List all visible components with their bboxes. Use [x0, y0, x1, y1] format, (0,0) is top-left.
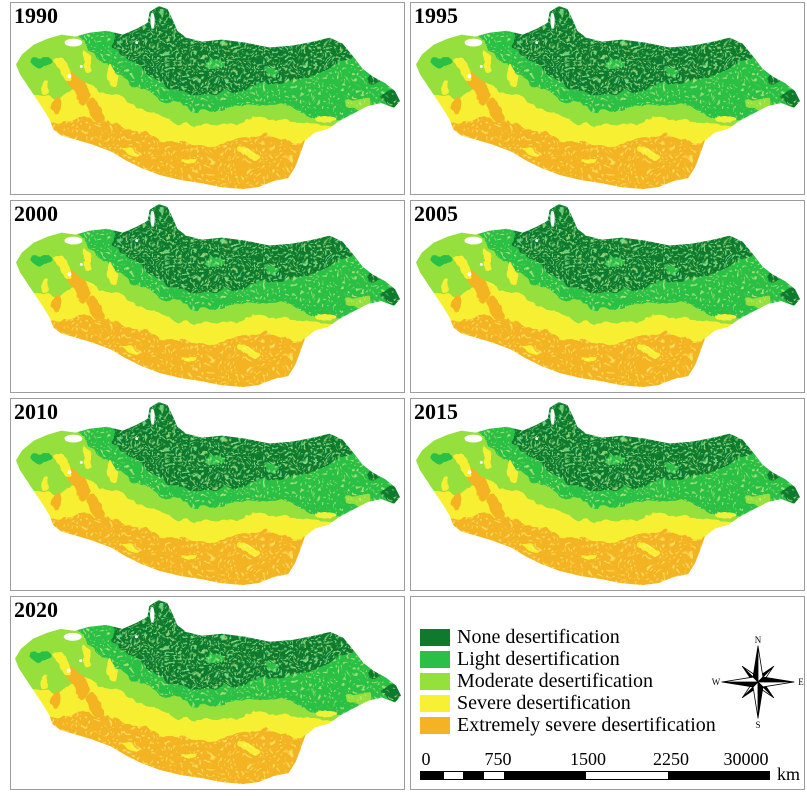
- legend-swatch: [420, 650, 450, 668]
- compass-point: [757, 681, 764, 719]
- scale-unit-label: km: [777, 764, 801, 784]
- compass-west-label: W: [712, 677, 721, 687]
- panel-year-label: 2015: [414, 399, 458, 424]
- scale-tick-label: 0: [421, 749, 431, 769]
- compass-point: [757, 645, 764, 683]
- legend-label: Light desertification: [457, 648, 620, 670]
- map-panel: 2010: [10, 398, 405, 591]
- mongolia-map: [11, 3, 404, 194]
- map-panel: 2015: [410, 398, 805, 591]
- mongolia-map: [11, 399, 404, 590]
- scale-tick-label: 30000: [723, 749, 769, 769]
- legend-label: Severe desertification: [457, 692, 631, 714]
- map-panel: 2020: [10, 596, 405, 790]
- map-panel: 1990: [10, 2, 405, 195]
- scale-tick-label: 2250: [653, 749, 689, 769]
- legend-label: Moderate desertification: [457, 670, 654, 692]
- panel-year-label: 2010: [14, 399, 58, 424]
- compass-north-label: N: [755, 635, 762, 645]
- compass-point: [757, 676, 795, 683]
- legend-item: Extremely severe desertification: [420, 714, 716, 736]
- scale-bar-segment: [421, 772, 444, 779]
- legend: None desertification Light desertificati…: [420, 626, 716, 736]
- compass-east-label: E: [798, 677, 804, 687]
- mongolia-map: [411, 3, 804, 194]
- mongolia-map: [11, 597, 404, 789]
- legend-item: None desertification: [420, 626, 716, 648]
- legend-item: Light desertification: [420, 648, 716, 670]
- panel-year-label: 1995: [414, 3, 458, 28]
- mongolia-map: [411, 399, 804, 590]
- compass-star: [721, 645, 795, 719]
- legend-swatch: [420, 716, 450, 734]
- scale-bar-segment: [463, 772, 484, 779]
- legend-label: Extremely severe desertification: [457, 714, 716, 736]
- map-panel: 2000: [10, 200, 405, 393]
- compass-point: [752, 681, 759, 719]
- panel-year-label: 1990: [14, 3, 58, 28]
- legend-swatch: [420, 694, 450, 712]
- map-panel: 1995: [410, 2, 805, 195]
- panel-year-label: 2005: [414, 201, 458, 226]
- legend-swatch: [420, 672, 450, 690]
- panel-year-label: 2000: [14, 201, 58, 226]
- map-panel: 2005: [410, 200, 805, 393]
- scale-bar-segment: [668, 772, 769, 779]
- scale-tick-label: 1500: [570, 749, 606, 769]
- legend-label: None desertification: [457, 626, 620, 648]
- legend-panel: None desertification Light desertificati…: [410, 596, 805, 790]
- compass-point: [752, 645, 759, 683]
- compass-point: [721, 681, 759, 688]
- mongolia-map: [11, 201, 404, 392]
- legend-item: Moderate desertification: [420, 670, 716, 692]
- compass-south-label: S: [755, 720, 760, 730]
- compass-point: [757, 681, 795, 688]
- panel-year-label: 2020: [14, 597, 58, 622]
- compass-rose-icon: N S W E: [712, 635, 804, 730]
- legend-item: Severe desertification: [420, 692, 716, 714]
- scale-tick-label: 750: [484, 749, 512, 769]
- scale-bar: [420, 771, 770, 780]
- mongolia-map: [411, 201, 804, 392]
- desertification-map-figure: 1990 1995 2000 2005 2010 2015 2020 None …: [10, 2, 805, 790]
- legend-swatch: [420, 628, 450, 646]
- compass-point: [721, 676, 759, 683]
- scale-bar-segment: [504, 772, 586, 779]
